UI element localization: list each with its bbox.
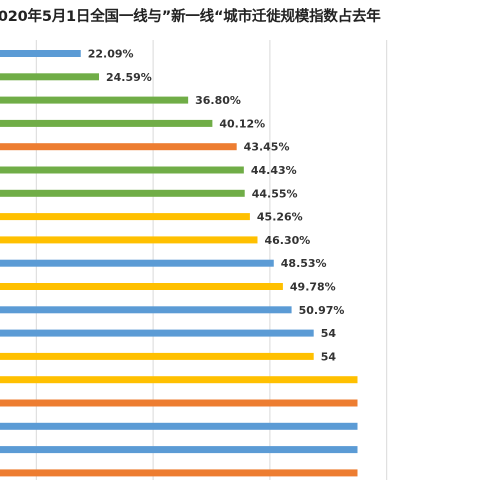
- data-labels: 22.09% 24.59% 36.80% 40.12% 43.45% 44.43% 44.5…: [88, 48, 345, 364]
- bar-value-label: 44.55%: [252, 187, 298, 200]
- bar-value-label: 54: [321, 350, 337, 363]
- bar: [0, 189, 245, 197]
- bar: [0, 352, 314, 360]
- bar: [0, 236, 258, 244]
- bar-value-label: 46.30%: [264, 234, 310, 247]
- bar-value-label: 48.53%: [281, 257, 327, 270]
- bar: [0, 213, 250, 221]
- bar-value-label: 43.45%: [244, 141, 290, 154]
- bar-value-label: 44.43%: [251, 164, 297, 177]
- bar-series: [0, 50, 358, 477]
- bar-value-label: 40.12%: [219, 117, 265, 130]
- bar: [0, 119, 213, 127]
- bar: [0, 259, 274, 267]
- bar: [0, 166, 244, 174]
- bar: [0, 73, 100, 81]
- bar: [0, 306, 292, 314]
- bar: [0, 422, 358, 430]
- bar-value-label: 54: [321, 327, 337, 340]
- bar-value-label: 49.78%: [290, 281, 336, 294]
- bar-value-label: 36.80%: [195, 94, 241, 107]
- bar-value-label: 22.09%: [88, 48, 134, 61]
- bar: [0, 96, 189, 104]
- bar-value-label: 24.59%: [106, 71, 152, 84]
- bar: [0, 469, 358, 477]
- bar-value-label: 45.26%: [257, 211, 303, 224]
- chart-title: 2020年5月1日全国一线与”新一线“城市迁徙规模指数占去年: [0, 9, 381, 25]
- bar: [0, 376, 358, 384]
- bar: [0, 143, 237, 151]
- bar: [0, 283, 283, 290]
- bar-value-label: 50.97%: [299, 304, 345, 317]
- bar: [0, 446, 358, 454]
- bar: [0, 50, 81, 57]
- bar: [0, 329, 314, 337]
- bar: [0, 399, 358, 407]
